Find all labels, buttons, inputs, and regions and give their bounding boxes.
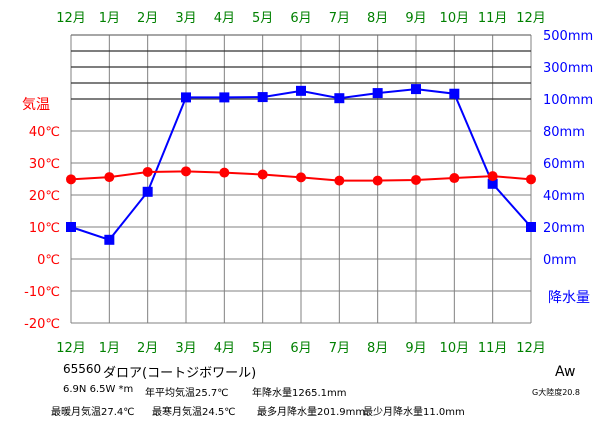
precipitation-marker: [66, 222, 76, 232]
precipitation-tick-label: 100mm: [543, 93, 593, 108]
month-label-bottom: 3月: [175, 341, 196, 356]
temperature-axis-ticks: 40℃ 30℃ 20℃ 10℃ 0℃ -10℃ -20℃: [24, 125, 60, 332]
precipitation-marker: [487, 178, 498, 189]
top-month-labels: 12月 1月 2月 3月 4月 5月 6月 7月 8月 9月 10月 11月 12月: [56, 11, 546, 26]
month-label-top: 12月: [516, 11, 546, 26]
month-label-bottom: 12月: [516, 341, 546, 356]
temperature-tick-label: 30℃: [29, 157, 60, 172]
month-label-bottom: 12月: [56, 341, 86, 356]
month-label-top: 3月: [175, 11, 196, 26]
precipitation-marker: [181, 92, 191, 103]
annual-precipitation: 年降水量1265.1mm: [252, 388, 347, 399]
precipitation-tick-label: 80mm: [543, 125, 585, 140]
driest-month-precipitation: 最少月降水量11.0mm: [363, 407, 465, 418]
month-label-bottom: 10月: [440, 341, 470, 356]
temperature-marker: [296, 172, 306, 183]
climate-class: Aw: [555, 364, 576, 380]
month-label-bottom: 6月: [290, 341, 311, 356]
precipitation-marker: [142, 186, 153, 197]
month-label-bottom: 11月: [478, 341, 508, 356]
precipitation-marker: [411, 84, 421, 95]
month-label-bottom: 9月: [405, 341, 426, 356]
precipitation-tick-label: 40mm: [543, 189, 585, 204]
precipitation-marker: [104, 234, 115, 245]
temperature-marker: [257, 169, 268, 180]
precipitation-series: [66, 84, 536, 245]
coldest-month-temperature: 最寒月気温24.5℃: [152, 407, 236, 418]
month-label-top: 2月: [137, 11, 158, 26]
month-label-bottom: 5月: [252, 341, 273, 356]
month-label-bottom: 1月: [99, 341, 120, 356]
warmest-month-temperature: 最暖月気温27.4℃: [51, 407, 135, 418]
precipitation-axis-ticks: 500mm 300mm 100mm 80mm 60mm 40mm 20mm 0mm: [543, 29, 593, 268]
temperature-marker: [372, 175, 383, 186]
temperature-marker: [181, 166, 191, 177]
precipitation-marker: [219, 92, 230, 103]
precipitation-marker: [372, 88, 383, 99]
temperature-tick-label: 0℃: [37, 253, 60, 268]
month-label-bottom: 8月: [367, 341, 388, 356]
temperature-marker: [334, 175, 345, 186]
month-label-top: 12月: [56, 11, 86, 26]
bottom-month-labels: 12月 1月 2月 3月 4月 5月 6月 7月 8月 9月 10月 11月 12月: [56, 341, 546, 356]
temperature-marker: [142, 166, 153, 177]
temperature-tick-label: -20℃: [24, 317, 60, 332]
temperature-axis-title: 気温: [22, 97, 50, 113]
station-code: 65560: [63, 362, 102, 376]
precipitation-marker: [526, 222, 536, 232]
month-label-top: 4月: [214, 11, 235, 26]
annual-mean-temperature: 年平均気温25.7℃: [145, 388, 229, 399]
temperature-tick-label: 40℃: [29, 125, 60, 140]
temperature-marker: [487, 171, 498, 182]
precipitation-tick-label: 500mm: [543, 29, 593, 44]
month-label-bottom: 4月: [214, 341, 235, 356]
temperature-marker: [104, 172, 115, 183]
month-label-top: 6月: [290, 11, 311, 26]
temperature-series: [66, 166, 536, 186]
month-label-top: 1月: [99, 11, 120, 26]
month-label-top: 5月: [252, 11, 273, 26]
month-label-top: 8月: [367, 11, 388, 26]
precipitation-marker: [449, 88, 460, 99]
temperature-marker: [526, 174, 536, 185]
temperature-marker: [449, 173, 460, 184]
month-label-bottom: 7月: [329, 341, 350, 356]
precipitation-tick-label: 20mm: [543, 221, 585, 236]
station-location: 6.9N 6.5W *m: [63, 384, 134, 395]
month-label-top: 9月: [405, 11, 426, 26]
temperature-tick-label: 20℃: [29, 189, 60, 204]
precipitation-marker: [296, 85, 306, 96]
precipitation-axis-title: 降水量: [548, 290, 590, 306]
temperature-tick-label: 10℃: [29, 221, 60, 236]
month-label-top: 11月: [478, 11, 508, 26]
month-label-top: 10月: [440, 11, 470, 26]
temperature-tick-label: -10℃: [24, 285, 60, 300]
precipitation-marker: [334, 93, 345, 104]
wettest-month-precipitation: 最多月降水量201.9mm: [257, 407, 366, 418]
month-label-bottom: 2月: [137, 341, 158, 356]
temperature-marker: [219, 167, 230, 178]
precipitation-marker: [257, 92, 268, 103]
precipitation-tick-label: 0mm: [543, 253, 577, 268]
precipitation-tick-label: 300mm: [543, 61, 593, 76]
continentality-index: G大陸度20.8: [532, 388, 581, 397]
temperature-marker: [411, 174, 421, 185]
month-label-top: 7月: [329, 11, 350, 26]
temperature-marker: [66, 174, 76, 185]
station-name: ダロア(コートジボワール): [103, 366, 257, 381]
precipitation-tick-label: 60mm: [543, 157, 585, 172]
